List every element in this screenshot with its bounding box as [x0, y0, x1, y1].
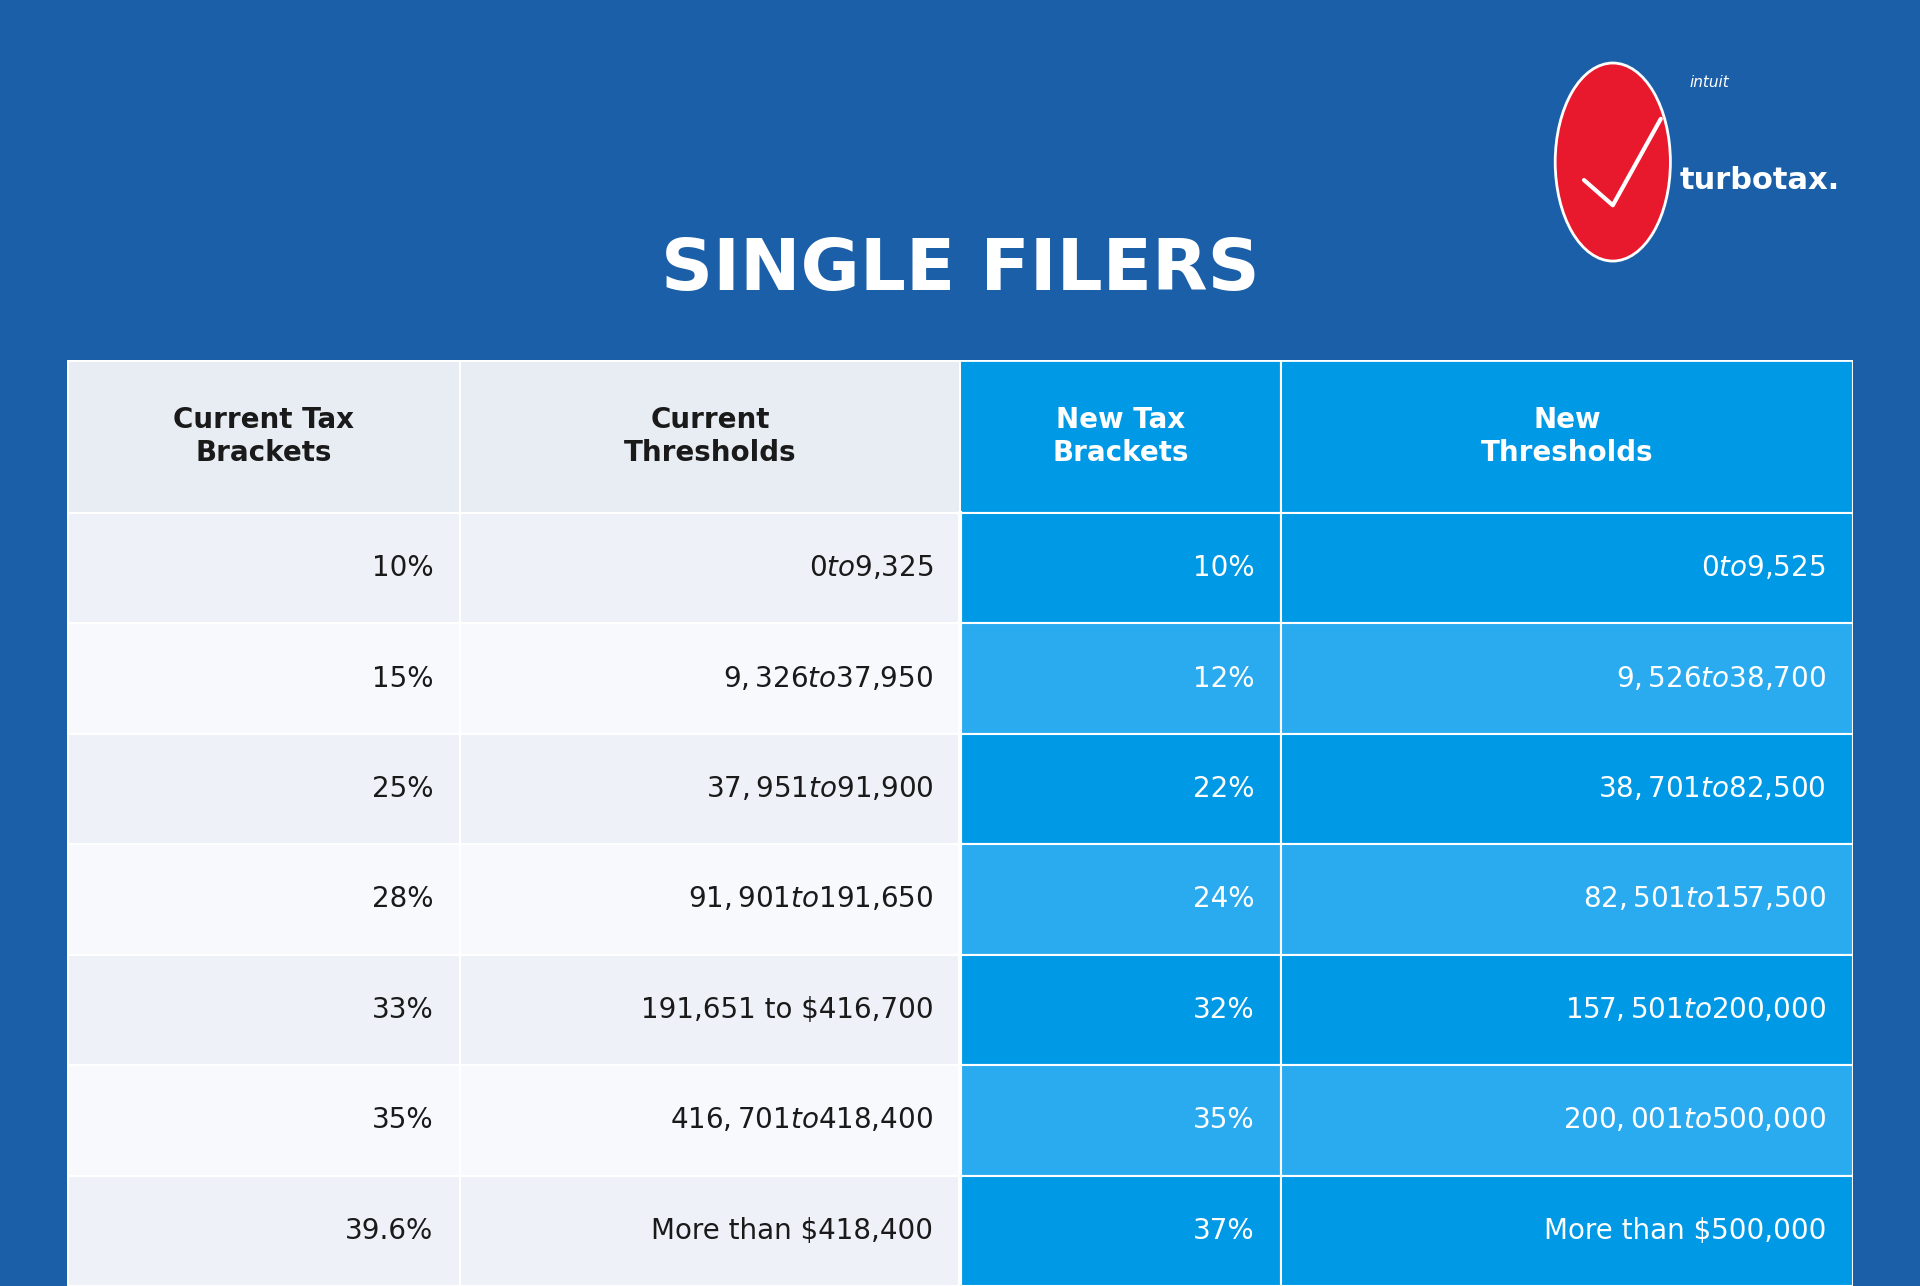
Bar — [67, 954, 461, 1065]
Bar — [461, 954, 960, 1065]
Text: 25%: 25% — [372, 775, 434, 802]
Text: SINGLE FILERS: SINGLE FILERS — [660, 235, 1260, 305]
Text: $416,701 to $418,400: $416,701 to $418,400 — [670, 1106, 933, 1134]
Bar — [960, 734, 1281, 844]
Bar — [1281, 513, 1853, 624]
Text: 32%: 32% — [1192, 995, 1254, 1024]
Bar — [461, 624, 960, 734]
Text: 33%: 33% — [371, 995, 434, 1024]
Bar — [1281, 734, 1853, 844]
Bar — [461, 360, 960, 513]
Text: New
Thresholds: New Thresholds — [1480, 406, 1653, 467]
Text: 37%: 37% — [1192, 1217, 1254, 1245]
Text: turbotax.: turbotax. — [1680, 166, 1839, 194]
Bar — [461, 734, 960, 844]
Bar — [461, 1065, 960, 1175]
Text: 39.6%: 39.6% — [346, 1217, 434, 1245]
Bar — [1281, 624, 1853, 734]
Text: Current
Thresholds: Current Thresholds — [624, 406, 797, 467]
Text: $91,901 to $191,650: $91,901 to $191,650 — [687, 886, 933, 913]
Text: intuit: intuit — [1690, 76, 1730, 90]
Text: 22%: 22% — [1192, 775, 1254, 802]
Text: $157,501 to $200,000: $157,501 to $200,000 — [1565, 995, 1826, 1024]
Text: $38,701 to $82,500: $38,701 to $82,500 — [1597, 775, 1826, 802]
Ellipse shape — [1555, 63, 1670, 261]
Bar — [1281, 360, 1853, 513]
Bar — [461, 844, 960, 954]
Text: $37, 951 to $91,900: $37, 951 to $91,900 — [705, 775, 933, 802]
Bar — [67, 1175, 461, 1286]
Text: New Tax
Brackets: New Tax Brackets — [1052, 406, 1188, 467]
Bar — [960, 844, 1281, 954]
Bar — [960, 513, 1281, 624]
Bar — [67, 844, 461, 954]
Bar — [461, 1175, 960, 1286]
Bar — [461, 513, 960, 624]
Text: 10%: 10% — [372, 554, 434, 583]
Text: 15%: 15% — [372, 665, 434, 693]
Text: 28%: 28% — [372, 886, 434, 913]
Bar — [960, 1065, 1281, 1175]
Bar — [67, 360, 461, 513]
Text: $9,526 to $38,700: $9,526 to $38,700 — [1617, 665, 1826, 693]
Bar — [1281, 844, 1853, 954]
Bar — [67, 1065, 461, 1175]
Text: 10%: 10% — [1192, 554, 1254, 583]
Text: 24%: 24% — [1192, 886, 1254, 913]
Text: 12%: 12% — [1192, 665, 1254, 693]
Text: $82,501 to $157,500: $82,501 to $157,500 — [1582, 886, 1826, 913]
Text: 191,651 to $416,700: 191,651 to $416,700 — [641, 995, 933, 1024]
Text: $9,326 to $37,950: $9,326 to $37,950 — [724, 665, 933, 693]
Text: More than $418,400: More than $418,400 — [651, 1217, 933, 1245]
Bar — [960, 1175, 1281, 1286]
Text: Current Tax
Brackets: Current Tax Brackets — [173, 406, 353, 467]
Text: 35%: 35% — [1192, 1106, 1254, 1134]
Bar — [960, 360, 1281, 513]
Text: $0 to $9,325: $0 to $9,325 — [808, 554, 933, 583]
Bar — [1281, 1175, 1853, 1286]
Bar — [67, 734, 461, 844]
Bar — [67, 513, 461, 624]
Text: 35%: 35% — [372, 1106, 434, 1134]
Text: $0 to $9,525: $0 to $9,525 — [1701, 554, 1826, 583]
Bar — [960, 624, 1281, 734]
Bar — [960, 954, 1281, 1065]
Bar — [1281, 1065, 1853, 1175]
Text: More than $500,000: More than $500,000 — [1544, 1217, 1826, 1245]
Bar — [67, 624, 461, 734]
Text: $200,001 to $500,000: $200,001 to $500,000 — [1563, 1106, 1826, 1134]
Bar — [1281, 954, 1853, 1065]
